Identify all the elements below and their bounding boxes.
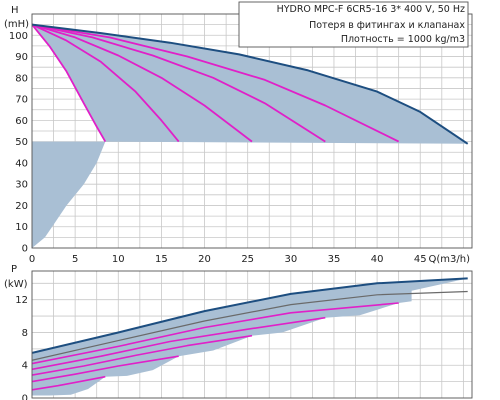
power-band-lower-edge xyxy=(32,290,468,361)
head-y-tick-label: 60 xyxy=(15,116,28,127)
power-y-tick-label: 8 xyxy=(22,328,28,339)
head-axis-label: H xyxy=(11,5,19,16)
power-curve-envelope xyxy=(32,277,468,354)
head-y-tick-label: 40 xyxy=(15,158,28,169)
power-region-fill xyxy=(32,278,468,396)
head-x-ticks: 0 5 10 15 20 25 30 35 40 45 xyxy=(29,254,427,265)
power-curve-2 xyxy=(32,355,179,383)
flow-x-tick-label: 5 xyxy=(72,254,78,265)
power-y-tick-label: 4 xyxy=(22,361,28,372)
flow-x-tick-label: 10 xyxy=(112,254,125,265)
head-y-tick-label: 0 xyxy=(22,244,28,255)
power-curve-3 xyxy=(32,334,253,376)
head-curve-4 xyxy=(32,23,326,143)
power-y-ticks: 0 4 8 12 xyxy=(15,295,28,400)
power-y-tick-label: 12 xyxy=(15,295,28,306)
head-curve-5 xyxy=(32,23,400,143)
head-y-tick-label: 10 xyxy=(15,222,28,233)
power-curve-5 xyxy=(32,302,399,365)
power-curves xyxy=(32,277,468,391)
power-curve-1 xyxy=(32,375,106,391)
chart-title: HYDRO MPC-F 6CR5-16 3* 400 V, 50 Hz xyxy=(277,4,465,15)
head-y-ticks: 0 10 20 30 40 50 60 70 80 90 100 xyxy=(9,31,28,255)
head-y-tick-label: 70 xyxy=(15,95,28,106)
flow-x-tick-label: 15 xyxy=(155,254,168,265)
head-region-fill xyxy=(32,24,468,144)
head-curve-1 xyxy=(32,24,107,143)
flow-x-tick-label: 0 xyxy=(29,254,35,265)
head-curves xyxy=(32,23,469,145)
head-y-tick-label: 20 xyxy=(15,201,28,212)
power-operating-region xyxy=(32,278,468,396)
head-y-tick-label: 30 xyxy=(15,180,28,191)
power-curve-4 xyxy=(32,316,326,371)
flow-x-tick-label: 35 xyxy=(328,254,341,265)
head-operating-region xyxy=(32,24,468,248)
flow-x-tick-label: 30 xyxy=(284,254,297,265)
annotation-density: Плотность = 1000 kg/m3 xyxy=(341,34,465,45)
head-y-tick-label: 90 xyxy=(15,52,28,63)
head-region-tail xyxy=(32,141,106,248)
power-plot-frame xyxy=(31,270,473,399)
flow-x-tick-label: 20 xyxy=(198,254,211,265)
head-y-tick-label: 100 xyxy=(9,31,28,42)
power-y-tick-label: 0 xyxy=(22,394,28,400)
annotation-losses: Потеря в фитингах и клапанах xyxy=(309,20,465,31)
head-curve-2 xyxy=(32,23,180,143)
flow-x-tick-label: 25 xyxy=(241,254,254,265)
power-axis-label: P xyxy=(11,264,17,275)
flow-x-tick-label: 45 xyxy=(414,254,427,265)
flow-axis-label: Q(m3/h) xyxy=(429,254,471,265)
flow-x-tick-label: 40 xyxy=(371,254,384,265)
head-curve-3 xyxy=(32,23,253,143)
head-y-tick-label: 50 xyxy=(15,137,28,148)
head-y-tick-label: 80 xyxy=(15,73,28,84)
power-axis-unit: (kW) xyxy=(4,279,28,290)
legend-box xyxy=(238,1,469,48)
head-axis-unit: (mH) xyxy=(4,19,29,30)
head-curve-envelope xyxy=(32,23,469,145)
